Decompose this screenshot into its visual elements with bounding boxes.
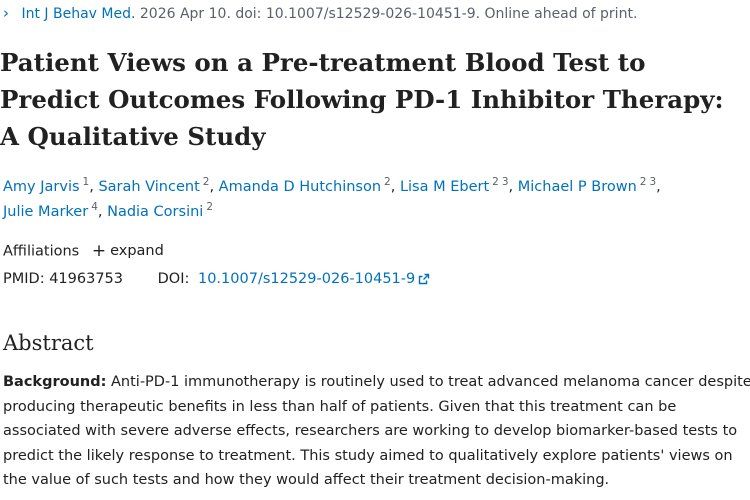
affiliation-ref[interactable]: 2 [492, 176, 499, 189]
author-line: Amy Jarvis 1, Sarah Vincent 2, Amanda D Hu… [3, 176, 661, 195]
title-line: Predict Outcomes Following PD-1 Inhibito… [0, 85, 724, 114]
title-line: Patient Views on a Pre-treatment Blood T… [0, 48, 646, 77]
abstract-line: producing therapeutic benefits in less t… [3, 398, 677, 415]
pmid-value: 41963753 [49, 271, 124, 287]
chevron-right-icon[interactable]: › [3, 4, 9, 22]
affiliations-label: Affiliations [3, 243, 80, 260]
abstract-line: predict the likely response to treatment… [3, 447, 733, 464]
external-link-icon [419, 273, 430, 285]
affiliation-ref[interactable]: 1 [82, 176, 90, 189]
affiliation-ref[interactable]: 4 [91, 201, 98, 214]
affiliation-ref[interactable]: 2 [639, 176, 647, 189]
doi-value[interactable]: 10.1007/s12529-026-10451-9 [197, 271, 416, 287]
author-link[interactable]: Amy Jarvis [3, 179, 80, 195]
abstract-line: associated with severe adverse effects, … [3, 423, 738, 439]
pmid-label: PMID: [3, 271, 45, 287]
expand-label: expand [110, 243, 164, 259]
affiliation-ref[interactable]: 2 [384, 176, 391, 189]
affiliations-expand-button[interactable]: + expand [92, 241, 164, 261]
abstract-text: Anti-PD-1 immunotherapy is routinely use… [106, 374, 750, 390]
doi-label: DOI: [157, 271, 190, 287]
author-link[interactable]: Michael P Brown [517, 179, 637, 195]
affiliation-ref[interactable]: 3 [649, 176, 657, 189]
citation-details: 2026 Apr 10. doi: 10.1007/s12529-026-104… [139, 6, 638, 22]
author-link[interactable]: Lisa M Ebert [399, 179, 490, 195]
abstract-line: Background: Anti-PD-1 immunotherapy is r… [3, 370, 750, 395]
abstract-heading: Abstract [3, 331, 94, 355]
author-link[interactable]: Julie Marker [3, 204, 89, 220]
journal-link[interactable]: Int J Behav Med. [21, 6, 136, 22]
plus-icon: + [91, 240, 107, 261]
author-list: Amy Jarvis 1, Sarah Vincent 2, Amanda D Hu… [3, 175, 748, 225]
affiliation-ref[interactable]: 2 [206, 201, 213, 214]
author-link[interactable]: Nadia Corsini [107, 204, 204, 220]
affiliations-row: Affiliations + expand [3, 241, 164, 262]
identifiers-row: PMID: 41963753 DOI: 10.1007/s12529-026-1… [3, 269, 430, 289]
abstract-body: Background: Anti-PD-1 immunotherapy is r… [3, 370, 750, 493]
abstract-line: the value of such tests and how they wou… [3, 472, 610, 488]
article-title: Patient Views on a Pre-treatment Blood T… [0, 44, 750, 155]
affiliation-ref[interactable]: 2 [202, 176, 210, 189]
title-line: A Qualitative Study [0, 122, 266, 151]
doi-link[interactable]: 10.1007/s12529-026-10451-9 [198, 271, 430, 287]
background-label: Background: [3, 374, 107, 390]
author-link[interactable]: Sarah Vincent [98, 179, 200, 195]
author-line: Julie Marker 4, Nadia Corsini 2 [3, 201, 213, 220]
affiliation-ref[interactable]: 3 [501, 176, 509, 189]
citation-line: › Int J Behav Med. 2026 Apr 10. doi: 10.… [3, 3, 637, 24]
author-link[interactable]: Amanda D Hutchinson [218, 179, 382, 195]
